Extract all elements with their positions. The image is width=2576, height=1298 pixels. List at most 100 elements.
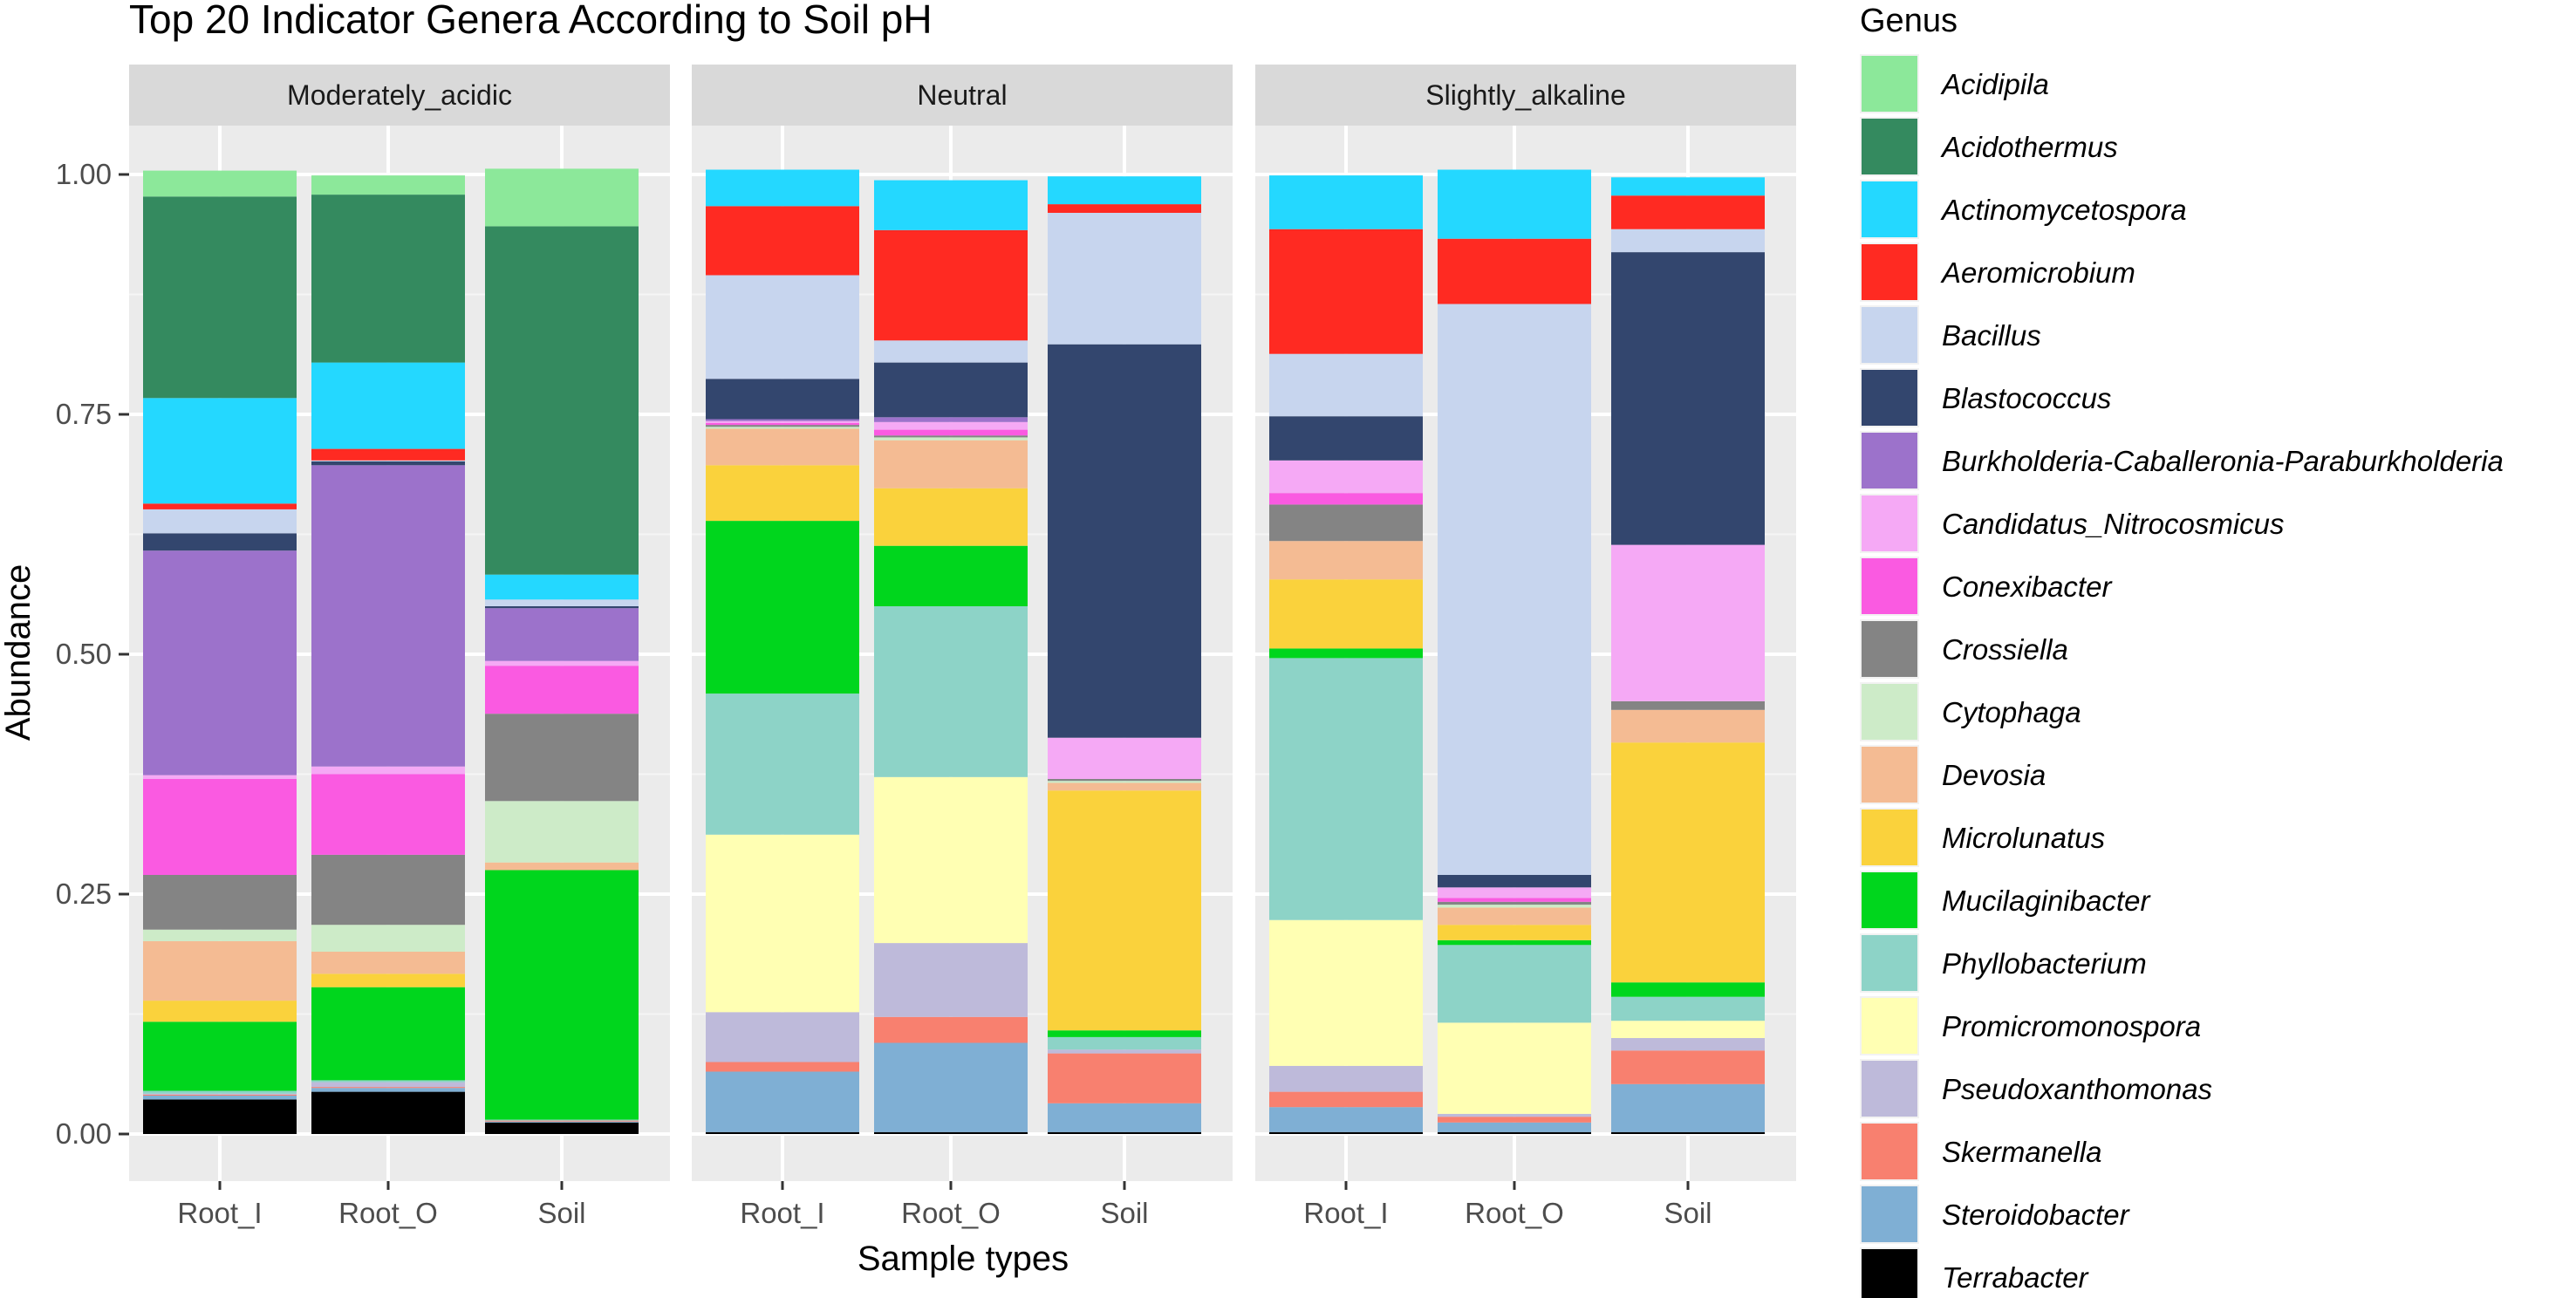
bar-segment-microlunatus: [1438, 925, 1591, 940]
bar-segment-terrabacter: [874, 1131, 1028, 1134]
legend-entry: Cytophaga: [1860, 682, 2081, 741]
legend-label: Crossiella: [1942, 633, 2068, 666]
facet-panel: Moderately_acidic Root_I Root_O Soil: [129, 65, 670, 1229]
legend-key: [1862, 998, 1917, 1054]
legend-key: [1862, 1061, 1917, 1117]
legend-label: Bacillus: [1942, 319, 2041, 352]
legend-label: Promicromonospora: [1942, 1010, 2201, 1042]
facet-panel: Neutral Root_I Root_O Soil: [692, 65, 1233, 1229]
bar-segment-mucilaginibacter: [1611, 982, 1765, 997]
bar-segment-promicromonospora: [1438, 1022, 1591, 1114]
legend-entry: Microlunatus: [1860, 808, 2105, 867]
bar-segment-blastococcus: [485, 606, 639, 609]
bar-segment-mucilaginibacter: [1269, 648, 1423, 659]
x-tick-label: Root_I: [740, 1197, 824, 1229]
legend-entry: Actinomycetospora: [1860, 180, 2187, 239]
x-tick-label: Soil: [1664, 1197, 1712, 1229]
bar-segment-actinomycetospora: [1611, 177, 1765, 196]
legend-key: [1862, 747, 1917, 803]
legend-title: Genus: [1860, 3, 1958, 39]
bar-segment-pseudoxanthomonas: [1438, 1113, 1591, 1117]
bar-segment-skermanella: [1438, 1117, 1591, 1123]
bar-segment-steroidobacter: [311, 1088, 465, 1092]
legend-key: [1862, 495, 1917, 551]
bar-segment-steroidobacter: [1269, 1107, 1423, 1132]
legend-key: [1862, 181, 1917, 237]
legend-key: [1862, 244, 1917, 300]
bar-segment-steroidobacter: [1611, 1083, 1765, 1132]
y-tick-label: 0.75: [56, 398, 112, 430]
bar-segment-devosia: [485, 862, 639, 871]
legend-key: [1862, 935, 1917, 991]
legend-entry: Pseudoxanthomonas: [1860, 1059, 2212, 1118]
legend: Genus Acidipila Acidothermus Actinomycetos…: [1860, 3, 2504, 1298]
bar-segment-bacillus: [1438, 304, 1591, 875]
bar-segment-phyllobacterium: [143, 1090, 297, 1094]
bar-segment-pseudoxanthomonas: [1048, 1049, 1201, 1054]
bar-segment-actinomycetospora: [1048, 176, 1201, 205]
bar-segment-microlunatus: [1269, 579, 1423, 649]
bar-segment-blastococcus: [143, 533, 297, 551]
y-axis: 0.00 0.25 0.50 0.75 1.00: [56, 158, 129, 1150]
bar-segment-skermanella: [706, 1062, 859, 1072]
bar-segment-conexibacter: [485, 666, 639, 714]
bar-segment-actinomycetospora: [1269, 175, 1423, 229]
bar-segment-devosia: [874, 440, 1028, 488]
bar-segment-conexibacter: [874, 429, 1028, 436]
bar-segment-skermanella: [1048, 1053, 1201, 1103]
legend-entry: Phyllobacterium: [1860, 933, 2147, 993]
bar-segment-skermanella: [311, 1087, 465, 1089]
bar-segment-conexibacter: [1438, 898, 1591, 902]
bar-segment-candidatus-nitrocosmicus: [1048, 737, 1201, 779]
bar-segment-microlunatus: [311, 974, 465, 987]
bar-segment-actinomycetospora: [1438, 169, 1591, 239]
legend-entry: Acidothermus: [1860, 117, 2118, 176]
bar-segment-crossiella: [1269, 504, 1423, 542]
legend-label: Microlunatus: [1942, 822, 2105, 854]
bar-segment-devosia: [1611, 709, 1765, 743]
legend-key: [1862, 621, 1917, 677]
legend-entry: Crossiella: [1860, 619, 2068, 679]
bar-segment-pseudoxanthomonas: [143, 1093, 297, 1095]
bar-segment-skermanella: [1611, 1050, 1765, 1084]
legend-label: Acidipila: [1940, 68, 2049, 100]
legend-key: [1862, 1186, 1917, 1242]
bar-segment-crossiella: [311, 854, 465, 926]
bar-segment-crossiella: [1048, 779, 1201, 782]
bar-segment-acidipila: [485, 168, 639, 227]
legend-entry: Candidatus_Nitrocosmicus: [1860, 494, 2285, 553]
bar-segment-phyllobacterium: [1269, 658, 1423, 920]
legend-key: [1862, 370, 1917, 426]
bar-segment-steroidobacter: [1438, 1122, 1591, 1132]
y-tick-label: 0.00: [56, 1117, 112, 1150]
bar-segment-phyllobacterium: [311, 1080, 465, 1083]
bar-segment-terrabacter: [1438, 1131, 1591, 1134]
bar-segment-promicromonospora: [1269, 919, 1423, 1066]
bar-segment-devosia: [311, 952, 465, 974]
bar-segment-blastococcus: [311, 461, 465, 466]
bar-segment-pseudoxanthomonas: [874, 943, 1028, 1017]
legend-key: [1862, 1124, 1917, 1179]
x-tick-label: Root_I: [177, 1197, 262, 1229]
facet-label: Moderately_acidic: [287, 79, 512, 111]
bar-segment-steroidobacter: [874, 1042, 1028, 1132]
bar-segment-crossiella: [485, 714, 639, 802]
bar-segment-blastococcus: [706, 379, 859, 420]
legend-entry: Acidipila: [1860, 54, 2049, 113]
bar-segment-aeromicrobium: [1269, 229, 1423, 354]
bar-segment-microlunatus: [143, 1001, 297, 1022]
x-axis-label: Sample types: [858, 1240, 1069, 1278]
legend-entry: Steroidobacter: [1860, 1185, 2131, 1244]
legend-label: Blastococcus: [1942, 382, 2111, 414]
bar-segment-pseudoxanthomonas: [706, 1012, 859, 1062]
legend-entry: Terrabacter: [1860, 1247, 2090, 1298]
bar-segment-microlunatus: [1048, 790, 1201, 1031]
bar-segment-bacillus: [706, 275, 859, 379]
bar-segment-aeromicrobium: [311, 448, 465, 461]
bar-segment-bacillus: [1048, 213, 1201, 345]
bar-segment-steroidobacter: [485, 1121, 639, 1123]
bar-segment-aeromicrobium: [1611, 195, 1765, 229]
bar-segment-promicromonospora: [1611, 1021, 1765, 1038]
bar-segment-candidatus-nitrocosmicus: [1611, 544, 1765, 701]
